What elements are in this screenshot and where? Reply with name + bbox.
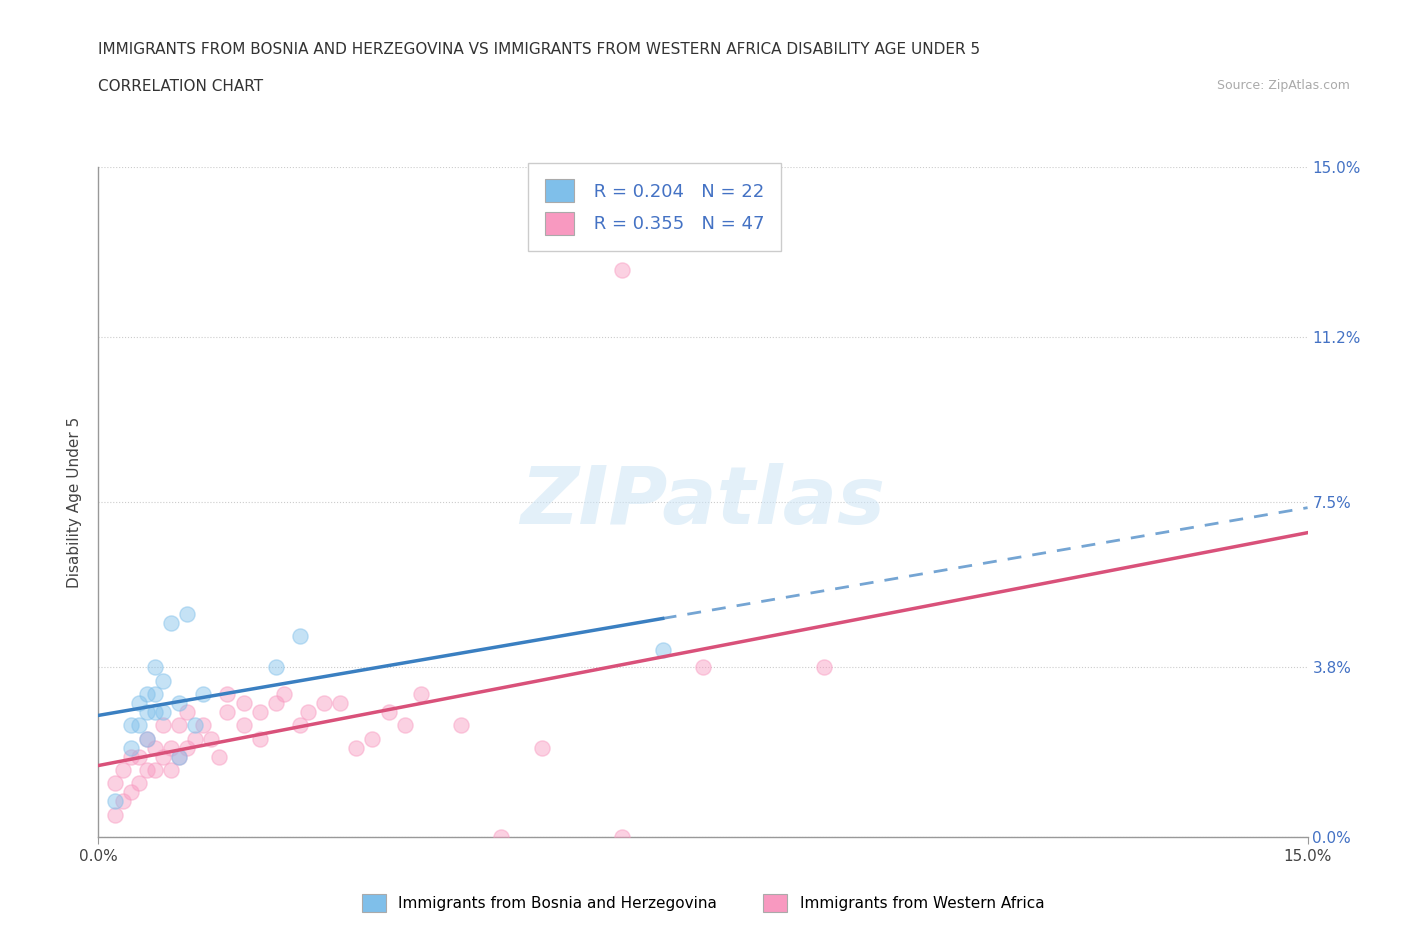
- Point: [167, 696, 190, 711]
- Point: [612, 262, 634, 277]
- Point: [143, 705, 166, 720]
- Point: [128, 776, 150, 790]
- Text: Source: ZipAtlas.com: Source: ZipAtlas.com: [1216, 79, 1350, 92]
- Point: [193, 718, 215, 733]
- Point: [103, 794, 125, 809]
- Point: [329, 696, 352, 711]
- Point: [264, 696, 287, 711]
- Point: [176, 705, 198, 720]
- Point: [612, 830, 634, 844]
- Point: [128, 696, 150, 711]
- Point: [217, 705, 239, 720]
- Point: [143, 686, 166, 701]
- Point: [143, 660, 166, 675]
- Point: [143, 763, 166, 777]
- Point: [135, 705, 157, 720]
- Point: [152, 705, 174, 720]
- Point: [167, 750, 190, 764]
- Point: [120, 785, 142, 800]
- Point: [651, 642, 673, 657]
- Point: [184, 731, 207, 746]
- Point: [232, 696, 254, 711]
- Point: [249, 731, 271, 746]
- Point: [450, 718, 472, 733]
- Point: [167, 718, 190, 733]
- Legend:  R = 0.204   N = 22,  R = 0.355   N = 47: R = 0.204 N = 22, R = 0.355 N = 47: [529, 163, 780, 251]
- Text: ZIPatlas: ZIPatlas: [520, 463, 886, 541]
- Point: [120, 740, 142, 755]
- Point: [530, 740, 553, 755]
- Point: [128, 750, 150, 764]
- Point: [184, 718, 207, 733]
- Point: [103, 807, 125, 822]
- Point: [135, 731, 157, 746]
- Point: [217, 686, 239, 701]
- Y-axis label: Disability Age Under 5: Disability Age Under 5: [67, 417, 83, 588]
- Point: [193, 686, 215, 701]
- Point: [120, 750, 142, 764]
- Point: [813, 660, 835, 675]
- Point: [167, 750, 190, 764]
- Point: [692, 660, 714, 675]
- Text: CORRELATION CHART: CORRELATION CHART: [98, 79, 263, 94]
- Point: [160, 616, 183, 631]
- Legend: Immigrants from Bosnia and Herzegovina, Immigrants from Western Africa: Immigrants from Bosnia and Herzegovina, …: [356, 888, 1050, 918]
- Point: [152, 673, 174, 688]
- Point: [344, 740, 367, 755]
- Point: [128, 718, 150, 733]
- Point: [176, 740, 198, 755]
- Point: [135, 763, 157, 777]
- Point: [111, 794, 134, 809]
- Point: [288, 718, 311, 733]
- Point: [297, 705, 319, 720]
- Point: [409, 686, 432, 701]
- Point: [232, 718, 254, 733]
- Point: [208, 750, 231, 764]
- Point: [491, 830, 513, 844]
- Point: [249, 705, 271, 720]
- Point: [135, 686, 157, 701]
- Point: [361, 731, 384, 746]
- Point: [160, 763, 183, 777]
- Point: [103, 776, 125, 790]
- Point: [160, 740, 183, 755]
- Point: [377, 705, 399, 720]
- Point: [135, 731, 157, 746]
- Point: [111, 763, 134, 777]
- Point: [200, 731, 222, 746]
- Point: [288, 629, 311, 644]
- Point: [176, 606, 198, 621]
- Point: [143, 740, 166, 755]
- Point: [273, 686, 295, 701]
- Point: [394, 718, 416, 733]
- Point: [120, 718, 142, 733]
- Point: [152, 718, 174, 733]
- Text: IMMIGRANTS FROM BOSNIA AND HERZEGOVINA VS IMMIGRANTS FROM WESTERN AFRICA DISABIL: IMMIGRANTS FROM BOSNIA AND HERZEGOVINA V…: [98, 42, 980, 57]
- Point: [314, 696, 336, 711]
- Point: [264, 660, 287, 675]
- Point: [152, 750, 174, 764]
